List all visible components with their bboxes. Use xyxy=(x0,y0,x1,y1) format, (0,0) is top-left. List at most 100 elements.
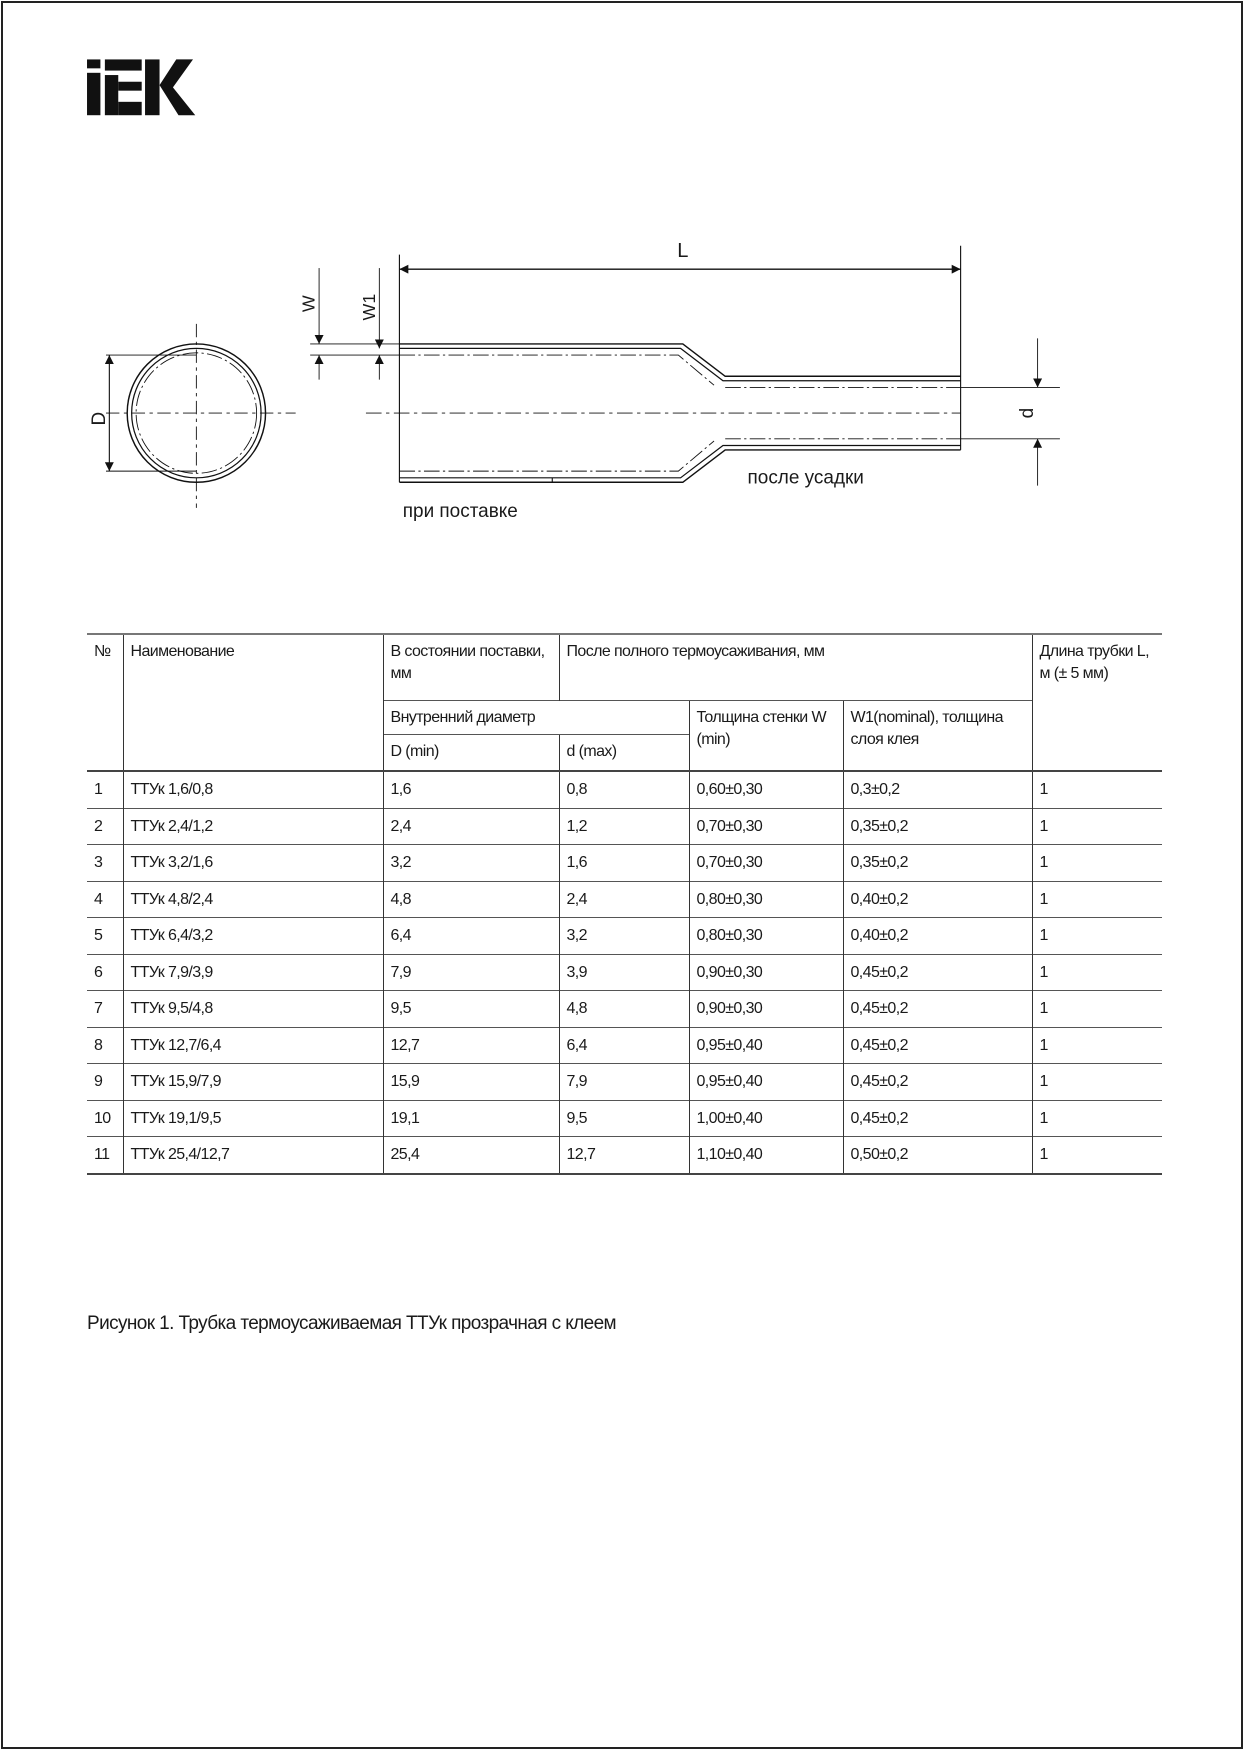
iek-logo xyxy=(87,59,196,116)
label-L: L xyxy=(677,240,688,262)
cell-name: ТТУк 9,5/4,8 xyxy=(122,990,383,1027)
cell-W1: 0,35±0,2 xyxy=(842,807,1033,845)
cell-L: 1 xyxy=(1031,807,1163,845)
cell-W: 0,90±0,30 xyxy=(688,990,843,1027)
cell-no: 9 xyxy=(87,1063,123,1100)
cell-no: 8 xyxy=(87,1026,123,1064)
cell-L: 1 xyxy=(1031,1026,1163,1064)
cell-W: 0,90±0,30 xyxy=(688,953,843,991)
table-row: 3 ТТУк 3,2/1,6 3,2 1,6 0,70±0,30 0,35±0,2 1 xyxy=(87,844,1163,881)
cell-no: 6 xyxy=(87,953,123,991)
cell-L: 1 xyxy=(1031,917,1163,954)
cell-d: 7,9 xyxy=(558,1063,689,1100)
cell-W1: 0,45±0,2 xyxy=(842,990,1033,1027)
table-row: 7 ТТУк 9,5/4,8 9,5 4,8 0,90±0,30 0,45±0,2 1 xyxy=(87,990,1163,1027)
table-row: 10 ТТУк 19,1/9,5 19,1 9,5 1,00±0,40 0,45±0,2 1 xyxy=(87,1099,1163,1137)
cell-no: 1 xyxy=(87,770,123,808)
cell-D: 1,6 xyxy=(382,770,559,808)
cell-W: 0,80±0,30 xyxy=(688,917,843,954)
table-row: 4 ТТУк 4,8/2,4 4,8 2,4 0,80±0,30 0,40±0,2 1 xyxy=(87,880,1163,918)
header-d-max: d (max) xyxy=(558,734,689,771)
figure-caption: Рисунок 1. Трубка термоусаживаемая ТТУк … xyxy=(87,1313,617,1334)
cell-name: ТТУк 15,9/7,9 xyxy=(122,1063,383,1100)
cell-d: 1,6 xyxy=(558,844,689,881)
header-inner-diameter: Внутренний диаметр xyxy=(382,700,689,735)
cell-no: 7 xyxy=(87,990,123,1027)
table-row: 2 ТТУк 2,4/1,2 2,4 1,2 0,70±0,30 0,35±0,2 1 xyxy=(87,807,1163,845)
cell-L: 1 xyxy=(1031,880,1163,918)
cell-d: 3,9 xyxy=(558,953,689,991)
cell-D: 4,8 xyxy=(382,880,559,918)
cell-name: ТТУк 2,4/1,2 xyxy=(122,807,383,845)
cell-W1: 0,45±0,2 xyxy=(842,1099,1033,1137)
cell-no: 3 xyxy=(87,844,123,881)
cell-d: 4,8 xyxy=(558,990,689,1027)
label-W: W xyxy=(299,295,319,312)
header-no: № xyxy=(87,633,123,771)
cell-L: 1 xyxy=(1031,1136,1163,1175)
cell-name: ТТУк 25,4/12,7 xyxy=(122,1136,383,1175)
cell-L: 1 xyxy=(1031,1063,1163,1100)
table-row: 11 ТТУк 25,4/12,7 25,4 12,7 1,10±0,40 0,50±0,… xyxy=(87,1136,1163,1175)
header-wall: Толщина стенки W (min) xyxy=(688,700,843,771)
cell-L: 1 xyxy=(1031,1099,1163,1137)
cell-D: 2,4 xyxy=(382,807,559,845)
cell-D: 15,9 xyxy=(382,1063,559,1100)
header-supplied: В состоянии поставки, мм xyxy=(382,633,559,701)
cell-W: 0,60±0,30 xyxy=(688,770,843,808)
cell-no: 2 xyxy=(87,807,123,845)
header-glue: W1(nominal), толщина слоя клея xyxy=(842,700,1033,771)
cell-no: 5 xyxy=(87,917,123,954)
cell-no: 4 xyxy=(87,880,123,918)
table-row: 1 ТТУк 1,6/0,8 1,6 0,8 0,60±0,30 0,3±0,2 1 xyxy=(87,770,1163,808)
cell-name: ТТУк 12,7/6,4 xyxy=(122,1026,383,1064)
label-d: d xyxy=(1017,408,1038,419)
label-D: D xyxy=(89,412,110,426)
cell-name: ТТУк 3,2/1,6 xyxy=(122,844,383,881)
header-D-min: D (min) xyxy=(382,734,559,771)
specs-table: № Наименование В состоянии поставки, мм … xyxy=(87,633,1163,1175)
cell-no: 11 xyxy=(87,1136,123,1175)
table-row: 8 ТТУк 12,7/6,4 12,7 6,4 0,95±0,40 0,45±0,2 1 xyxy=(87,1026,1163,1064)
cell-D: 19,1 xyxy=(382,1099,559,1137)
label-as-supplied: при поставке xyxy=(403,501,518,522)
cell-W: 0,70±0,30 xyxy=(688,844,843,881)
cell-L: 1 xyxy=(1031,953,1163,991)
label-W1: W1 xyxy=(359,294,379,321)
cell-no: 10 xyxy=(87,1099,123,1137)
cell-W1: 0,35±0,2 xyxy=(842,844,1033,881)
header-length: Длина трубки L, м (± 5 мм) xyxy=(1031,633,1163,771)
cell-W1: 0,45±0,2 xyxy=(842,1026,1033,1064)
cell-name: ТТУк 6,4/3,2 xyxy=(122,917,383,954)
cell-W: 0,80±0,30 xyxy=(688,880,843,918)
cell-W: 1,10±0,40 xyxy=(688,1136,843,1175)
table-row: 9 ТТУк 15,9/7,9 15,9 7,9 0,95±0,40 0,45±0,2 1 xyxy=(87,1063,1163,1100)
tube-side-view xyxy=(310,245,1060,486)
cell-W: 0,95±0,40 xyxy=(688,1026,843,1064)
cell-d: 0,8 xyxy=(558,770,689,808)
cell-d: 3,2 xyxy=(558,917,689,954)
cell-d: 9,5 xyxy=(558,1099,689,1137)
cell-D: 7,9 xyxy=(382,953,559,991)
cell-W1: 0,45±0,2 xyxy=(842,1063,1033,1100)
cell-D: 12,7 xyxy=(382,1026,559,1064)
cell-W1: 0,3±0,2 xyxy=(842,770,1033,808)
cell-d: 12,7 xyxy=(558,1136,689,1175)
cell-d: 2,4 xyxy=(558,880,689,918)
cell-W1: 0,45±0,2 xyxy=(842,953,1033,991)
cell-W: 0,95±0,40 xyxy=(688,1063,843,1100)
cell-W1: 0,40±0,2 xyxy=(842,880,1033,918)
cell-d: 1,2 xyxy=(558,807,689,845)
cell-W1: 0,40±0,2 xyxy=(842,917,1033,954)
cell-D: 25,4 xyxy=(382,1136,559,1175)
header-name: Наименование xyxy=(122,633,383,771)
label-after-shrink: после усадки xyxy=(748,467,864,488)
cell-name: ТТУк 19,1/9,5 xyxy=(122,1099,383,1137)
cell-D: 6,4 xyxy=(382,917,559,954)
cell-name: ТТУк 1,6/0,8 xyxy=(122,770,383,808)
cell-D: 3,2 xyxy=(382,844,559,881)
cell-name: ТТУк 7,9/3,9 xyxy=(122,953,383,991)
header-after-shrink: После полного термоусаживания, мм xyxy=(558,633,1033,701)
